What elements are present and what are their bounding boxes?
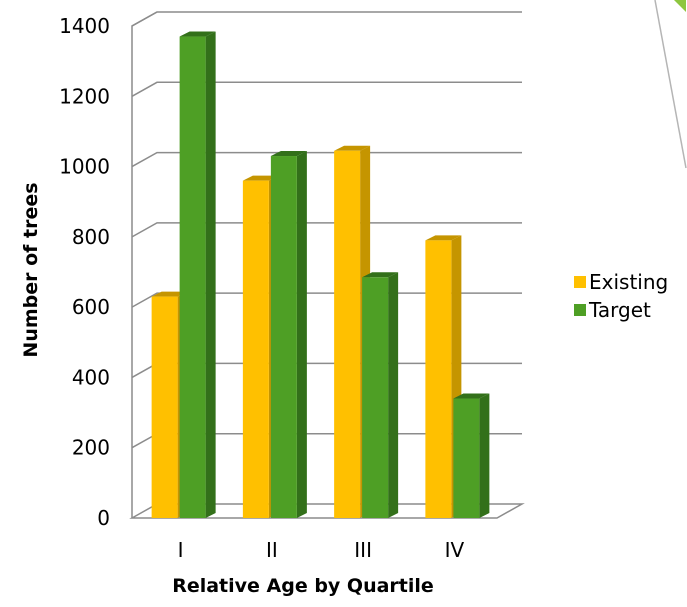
y-tick-label: 200 [72, 436, 110, 460]
x-tick-label: III [354, 538, 372, 562]
bar-top [334, 145, 371, 151]
legend: Existing Target [574, 270, 668, 322]
y-tick-label: 1200 [59, 84, 110, 108]
bar-side [296, 151, 307, 518]
bar-top [242, 175, 279, 181]
bars [151, 31, 490, 519]
bar-front [242, 180, 269, 518]
bar-front [362, 277, 389, 518]
gridline [131, 81, 522, 97]
bar-top [425, 235, 462, 241]
y-axis-title: Number of trees [20, 182, 42, 357]
x-tick-label: IV [445, 538, 465, 562]
bar-front [151, 296, 178, 518]
y-tick-label: 0 [97, 506, 110, 530]
bar-front [270, 156, 297, 518]
legend-swatch-existing [574, 276, 586, 288]
bar-existing-IV [425, 235, 462, 518]
bar-top [362, 272, 399, 278]
bar-side [388, 272, 399, 518]
bar-front [425, 240, 452, 518]
y-tick-label: 400 [72, 365, 110, 389]
x-tick-label: II [266, 538, 278, 562]
x-axis-tick-labels: I II III IV [178, 538, 465, 562]
legend-swatch-target [574, 304, 586, 316]
x-axis-title: Relative Age by Quartile [172, 575, 434, 597]
slide-decoration-line [654, 0, 687, 169]
bar-target-I [179, 31, 216, 519]
legend-label-existing: Existing [589, 270, 668, 294]
gridline [131, 292, 522, 308]
gridline [131, 11, 522, 27]
gridline [131, 151, 522, 168]
bar-side [479, 393, 490, 518]
y-tick-label: 800 [72, 225, 110, 249]
bar-front [453, 398, 480, 518]
slide-decoration-accent [674, 0, 686, 12]
legend-label-target: Target [588, 298, 651, 322]
bar-front [334, 150, 361, 518]
bar-top [179, 31, 216, 37]
y-tick-label: 1000 [59, 155, 110, 179]
bar-top [270, 151, 307, 157]
bar-side [205, 31, 216, 519]
bar-top [453, 393, 490, 399]
bar-top [151, 291, 188, 297]
bar-target-IV [453, 393, 490, 518]
bar-front [179, 36, 206, 519]
y-axis-tick-labels: 0 200 400 600 800 1000 1200 1400 [59, 14, 110, 530]
gridline [131, 222, 522, 238]
x-tick-label: I [178, 538, 184, 562]
gridlines [131, 11, 522, 449]
y-tick-label: 600 [72, 295, 110, 319]
y-tick-label: 1400 [59, 14, 110, 38]
bar-target-II [270, 151, 307, 518]
bar-target-III [362, 272, 399, 518]
